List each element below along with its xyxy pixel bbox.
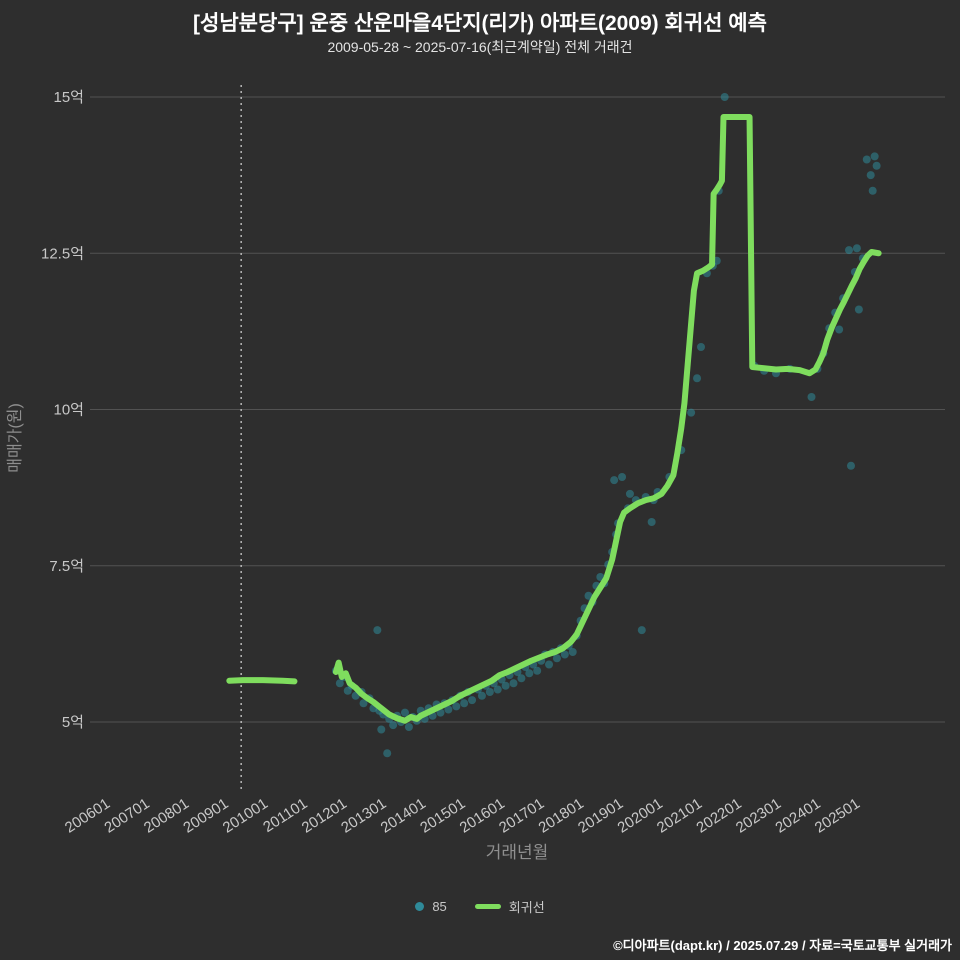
svg-text:15억: 15억 — [54, 89, 85, 106]
svg-text:7.5억: 7.5억 — [49, 558, 84, 575]
svg-text:거래년월: 거래년월 — [486, 843, 549, 862]
gridlines — [90, 96, 945, 723]
line-legend-marker-icon — [474, 904, 501, 909]
scatter-points — [331, 93, 881, 758]
axis-titles: 매매가(원) 거래년월 — [6, 403, 548, 862]
legend-label-85: 85 — [432, 899, 447, 914]
chart-title: [성남분당구] 운중 산운마을4단지(리가) 아파트(2009) 회귀선 예측 — [193, 12, 767, 35]
svg-text:202501: 202501 — [812, 795, 863, 837]
legend-item-regression: 회귀선 — [474, 897, 545, 916]
regression-line — [226, 114, 882, 724]
copyright-footer: ©디아파트(dapt.kr) / 2025.07.29 / 자료=국토교통부 실… — [613, 938, 952, 953]
chart-subtitle: 2009-05-28 ~ 2025-07-16(최근계약일) 전체 거래건 — [327, 39, 633, 55]
svg-text:10억: 10억 — [54, 402, 85, 419]
legend-item-85: 85 — [415, 899, 447, 914]
svg-text:201001: 201001 — [220, 795, 271, 837]
svg-text:12.5억: 12.5억 — [41, 245, 84, 262]
x-axis-tick-labels: 2006012007012008012009012010012011012012… — [62, 795, 863, 837]
legend-label-regression: 회귀선 — [508, 900, 545, 915]
svg-text:매매가(원): 매매가(원) — [6, 403, 24, 473]
y-axis-tick-labels: 5억 7.5억 10억 12.5억 15억 — [41, 89, 84, 731]
legend: 85 회귀선 — [0, 897, 960, 916]
scatter-legend-marker-icon — [415, 902, 425, 911]
svg-text:5억: 5억 — [62, 714, 84, 731]
